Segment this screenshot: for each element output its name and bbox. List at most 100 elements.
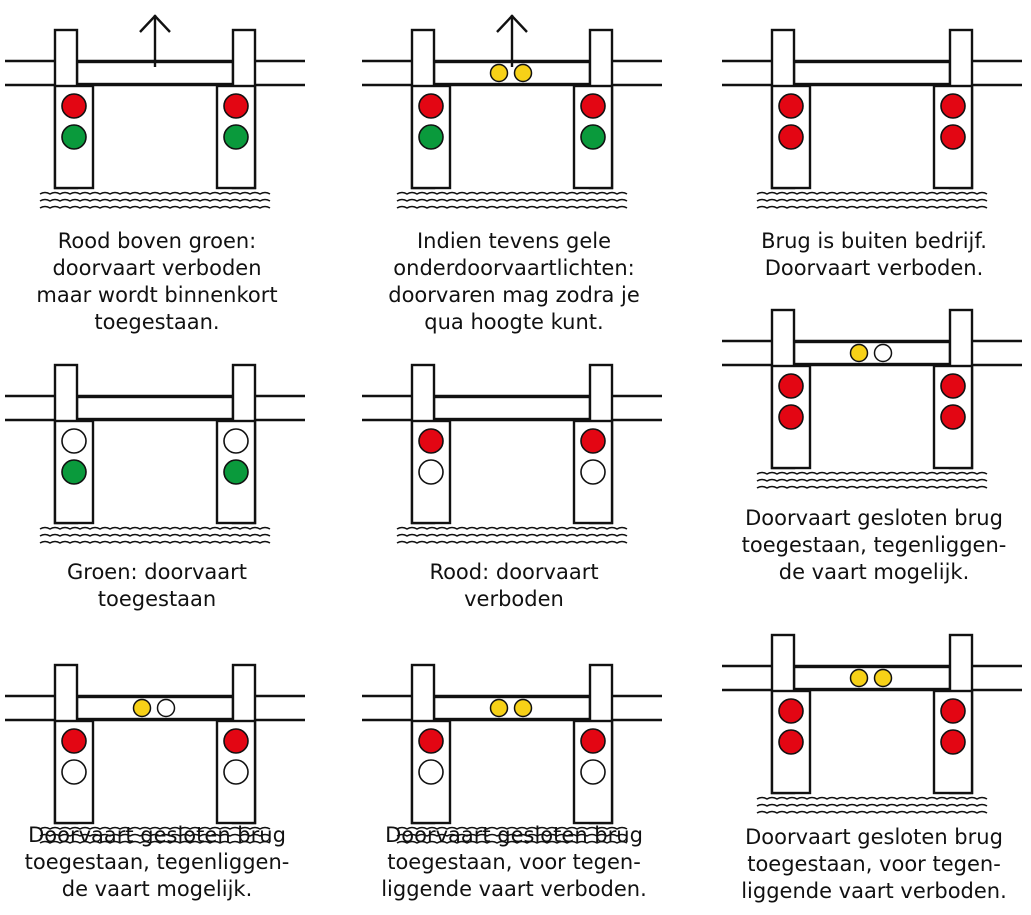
signal-panel-buiten-bedrijf <box>722 10 1022 215</box>
caption-line: maar wordt binnenkort <box>36 283 278 307</box>
caption-rood-boven-groen: Rood boven groen: doorvaart verboden maar … <box>7 228 307 336</box>
bridge-illustration <box>5 663 305 844</box>
bridge-illustration <box>722 308 1022 489</box>
caption-gele-onderdoorvaartlichten: Indien tevens gele onderdoorvaartlichten:… <box>364 228 664 336</box>
pillar-light-left-off <box>418 759 444 785</box>
pillar-light-right-red <box>940 124 966 150</box>
deck-light-off <box>156 698 176 718</box>
signal-panel-gesloten-rood-rood-tegenligger-verboden <box>722 615 1022 820</box>
pillar-light-left-red <box>778 698 804 724</box>
bridge-deck <box>75 695 235 721</box>
bridge-illustration <box>362 663 662 844</box>
water-waves <box>756 796 988 814</box>
pillar-light-left-off <box>418 459 444 485</box>
water-waves <box>396 526 628 544</box>
pillar-light-right-green <box>223 124 249 150</box>
caption-buiten-bedrijf: Brug is buiten bedrijf. Doorvaart verbode… <box>724 228 1024 282</box>
pillar-light-right-red <box>580 728 606 754</box>
caption-line: Doorvaart gesloten brug <box>385 823 643 847</box>
pillar-light-left-off <box>61 759 87 785</box>
pillar-light-left-red <box>418 428 444 454</box>
deck-light-yellow <box>513 63 533 83</box>
caption-line: verboden <box>464 587 564 611</box>
bridge-deck <box>792 340 952 366</box>
pillar-light-left-red <box>61 728 87 754</box>
deck-light-yellow <box>849 668 869 688</box>
signal-panel-rood <box>362 345 662 550</box>
bridge-deck <box>792 665 952 691</box>
bridge-illustration <box>5 14 305 209</box>
pillar-light-right-red <box>940 698 966 724</box>
deck-light-yellow <box>132 698 152 718</box>
deck-light-yellow <box>513 698 533 718</box>
bridge-illustration <box>5 363 305 544</box>
pillar-light-left-green <box>61 124 87 150</box>
caption-line: doorvaren mag zodra je <box>388 283 640 307</box>
pillar-light-right-red <box>223 728 249 754</box>
caption-gesloten-rood-rood-tegenligger-mogelijk: Doorvaart gesloten brug toegestaan, tegen… <box>724 505 1024 586</box>
pillar-light-left-off <box>61 428 87 454</box>
pillar-light-left-red <box>61 93 87 119</box>
bridge-illustration <box>362 14 662 209</box>
bridge-deck <box>432 695 592 721</box>
pillar-light-right-off <box>223 428 249 454</box>
caption-line: onderdoorvaartlichten: <box>393 256 635 280</box>
caption-gesloten-tegenligger-verboden: Doorvaart gesloten brug toegestaan, voor … <box>364 822 664 903</box>
caption-line: Rood: doorvaart <box>429 560 599 584</box>
signal-panel-groen <box>5 345 305 550</box>
caption-line: doorvaart verboden <box>52 256 262 280</box>
arrow-up-icon <box>139 14 171 67</box>
water-waves <box>756 191 988 209</box>
pillar-light-left-red <box>418 93 444 119</box>
caption-line: de vaart mogelijk. <box>778 560 970 584</box>
pillar-light-left-red <box>778 93 804 119</box>
deck-light-off <box>873 343 893 363</box>
caption-line: toegestaan, tegenliggen- <box>741 533 1007 557</box>
pillar-light-right-green <box>580 124 606 150</box>
pillar-light-left-green <box>418 124 444 150</box>
bridge-illustration <box>362 363 662 544</box>
caption-line: qua hoogte kunt. <box>424 310 604 334</box>
bridge-illustration <box>722 28 1022 209</box>
pillar-light-left-red <box>778 729 804 755</box>
deck-light-yellow <box>489 63 509 83</box>
signal-panel-rood-boven-groen <box>5 10 305 215</box>
caption-line: Groen: doorvaart <box>67 560 247 584</box>
caption-line: Doorvaart verboden. <box>764 256 984 280</box>
caption-line: Doorvaart gesloten brug <box>745 506 1003 530</box>
caption-line: toegestaan, voor tegen- <box>387 850 641 874</box>
caption-line: de vaart mogelijk. <box>61 877 253 901</box>
water-waves <box>396 826 628 844</box>
bridge-deck <box>75 395 235 421</box>
caption-groen: Groen: doorvaart toegestaan <box>7 559 307 613</box>
pillar-light-right-red <box>580 428 606 454</box>
signal-panel-gesloten-rood-rood-tegenligger-mogelijk <box>722 290 1022 495</box>
water-waves <box>756 471 988 489</box>
pillar-light-left-red <box>418 728 444 754</box>
pillar-light-left-red <box>778 373 804 399</box>
pillar-light-right-off <box>580 759 606 785</box>
signal-panel-gesloten-tegenligger-verboden <box>362 645 662 850</box>
caption-line: toegestaan, tegenliggen- <box>24 850 290 874</box>
caption-line: Brug is buiten bedrijf. <box>761 229 987 253</box>
pillar-light-right-red <box>940 93 966 119</box>
caption-line: liggende vaart verboden. <box>381 877 647 901</box>
pillar-light-right-off <box>580 459 606 485</box>
water-waves <box>39 191 271 209</box>
pillar-light-left-red <box>778 124 804 150</box>
caption-line: Indien tevens gele <box>416 229 611 253</box>
arrow-up-icon <box>496 14 528 67</box>
signal-panel-gele-onderdoorvaartlichten <box>362 10 662 215</box>
caption-line: Doorvaart gesloten brug <box>28 823 286 847</box>
water-waves <box>39 826 271 844</box>
caption-rood: Rood: doorvaart verboden <box>364 559 664 613</box>
pillar-light-right-red <box>940 404 966 430</box>
caption-line: toegestaan, voor tegen- <box>747 852 1001 876</box>
pillar-light-left-green <box>61 459 87 485</box>
caption-gesloten-rood-rood-tegenligger-verboden: Doorvaart gesloten brug toegestaan, voor … <box>724 824 1024 905</box>
caption-line: toegestaan. <box>94 310 220 334</box>
caption-gesloten-tegenligger-mogelijk: Doorvaart gesloten brug toegestaan, tegen… <box>7 822 307 903</box>
pillar-light-right-red <box>940 729 966 755</box>
pillar-light-right-red <box>940 373 966 399</box>
